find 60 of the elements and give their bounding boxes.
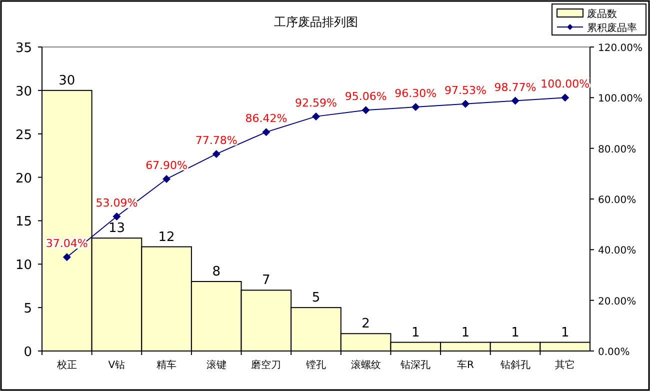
point (362, 106, 370, 114)
data-label: 96.30% (394, 87, 437, 100)
point (62, 253, 71, 262)
x-tick-label: V钻 (108, 360, 126, 371)
x-tick-label: 磨空刀 (251, 359, 282, 371)
data-label: 2 (362, 316, 370, 332)
x-tick-label: 校正 (56, 359, 77, 371)
x-tick-label: 滚螺纹 (350, 359, 381, 371)
data-label: 1 (411, 325, 420, 340)
y-tick-label: 15 (15, 214, 32, 230)
y-tick-label: 0 (24, 345, 32, 360)
point (461, 100, 470, 108)
point (212, 150, 220, 158)
y-tick-label: 25 (15, 128, 32, 143)
point (511, 96, 520, 105)
y2-tick-label: 0.00% (598, 347, 630, 358)
x-tick-label: 镗孔 (305, 359, 326, 371)
y2-tick-label: 40.00% (598, 246, 636, 257)
legend-label: 废品数 (587, 8, 617, 20)
data-label: 77.78% (195, 134, 238, 147)
data-label: 97.53% (444, 84, 486, 97)
x-tick-label: 钻深孔 (400, 359, 431, 371)
data-label: 7 (262, 273, 270, 288)
x-tick-label: 精车 (156, 359, 177, 371)
data-label: 92.59% (295, 96, 337, 110)
point (561, 94, 570, 102)
data-label: 5 (312, 290, 320, 306)
data-label: 98.77% (494, 80, 536, 94)
x-tick-label: 滚键 (206, 359, 226, 371)
x-tick-label: 车R (456, 359, 474, 371)
data-label: 13 (108, 221, 125, 236)
y-tick-label: 10 (15, 258, 32, 274)
data-label: 67.90% (146, 158, 188, 172)
chart-title: 工序废品排列图 (274, 15, 358, 29)
data-label: 12 (158, 230, 175, 245)
data-label: 1 (461, 325, 470, 340)
y-tick-label: 20 (15, 171, 32, 186)
point (312, 112, 320, 120)
y-tick-label: 30 (15, 84, 32, 100)
legend-label: 累积废品率 (587, 22, 637, 34)
y2-tick-label: 20.00% (598, 296, 636, 308)
y2-tick-label: 100.00% (598, 94, 642, 105)
data-label: 1 (511, 325, 520, 340)
y2-tick-label: 60.00% (598, 195, 636, 206)
y-tick-label: 35 (15, 41, 32, 56)
data-label: 30 (58, 73, 76, 88)
point (262, 128, 270, 136)
point (412, 103, 420, 112)
y2-tick-label: 120.00% (598, 43, 642, 54)
x-tick-label: 钻斜孔 (499, 359, 530, 371)
data-label: 95.06% (344, 90, 387, 104)
data-label: 8 (212, 264, 221, 280)
data-label: 86.42% (245, 112, 288, 126)
y2-tick-label: 80.00% (598, 144, 636, 156)
point (112, 212, 121, 221)
data-label: 100.00% (540, 78, 590, 91)
point (162, 174, 171, 183)
y-tick-label: 5 (24, 302, 32, 317)
data-label: 1 (560, 325, 570, 340)
x-tick-label: 其它 (555, 359, 576, 371)
